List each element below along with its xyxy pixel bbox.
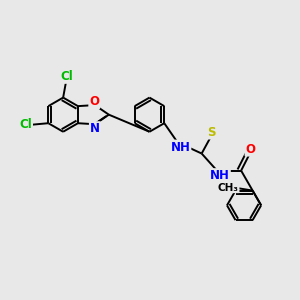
Text: S: S <box>207 125 216 139</box>
Text: O: O <box>89 95 99 108</box>
Text: N: N <box>90 122 100 135</box>
Text: O: O <box>245 142 256 156</box>
Text: NH: NH <box>170 141 190 154</box>
Text: Cl: Cl <box>19 118 32 131</box>
Text: Cl: Cl <box>60 70 73 83</box>
Text: CH₃: CH₃ <box>218 183 239 193</box>
Text: NH: NH <box>210 169 230 182</box>
